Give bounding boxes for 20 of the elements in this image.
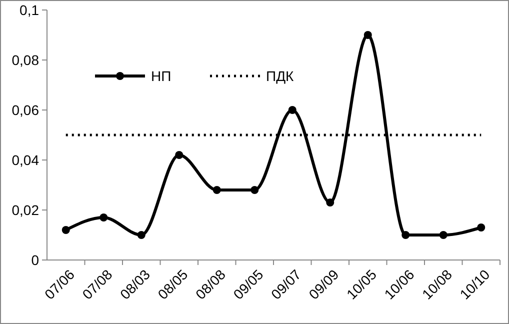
point [137,231,146,239]
legend-label: ПДК [266,68,295,84]
point [250,186,259,194]
point [62,226,70,234]
point [477,224,486,232]
y-tick-label: 0,1 [20,2,40,18]
legend-label: НП [151,68,172,84]
y-tick-label: 0,02 [12,202,40,218]
point [175,151,184,159]
y-tick-label: 0 [31,252,40,268]
y-tick-label: 0,06 [12,102,40,118]
y-tick-label: 0,08 [12,52,40,68]
point [212,186,221,194]
point [100,214,108,222]
y-tick-label: 0,04 [12,152,40,168]
point [326,198,334,206]
point [364,31,372,39]
point [439,231,448,239]
point [288,106,296,114]
point [402,231,410,239]
